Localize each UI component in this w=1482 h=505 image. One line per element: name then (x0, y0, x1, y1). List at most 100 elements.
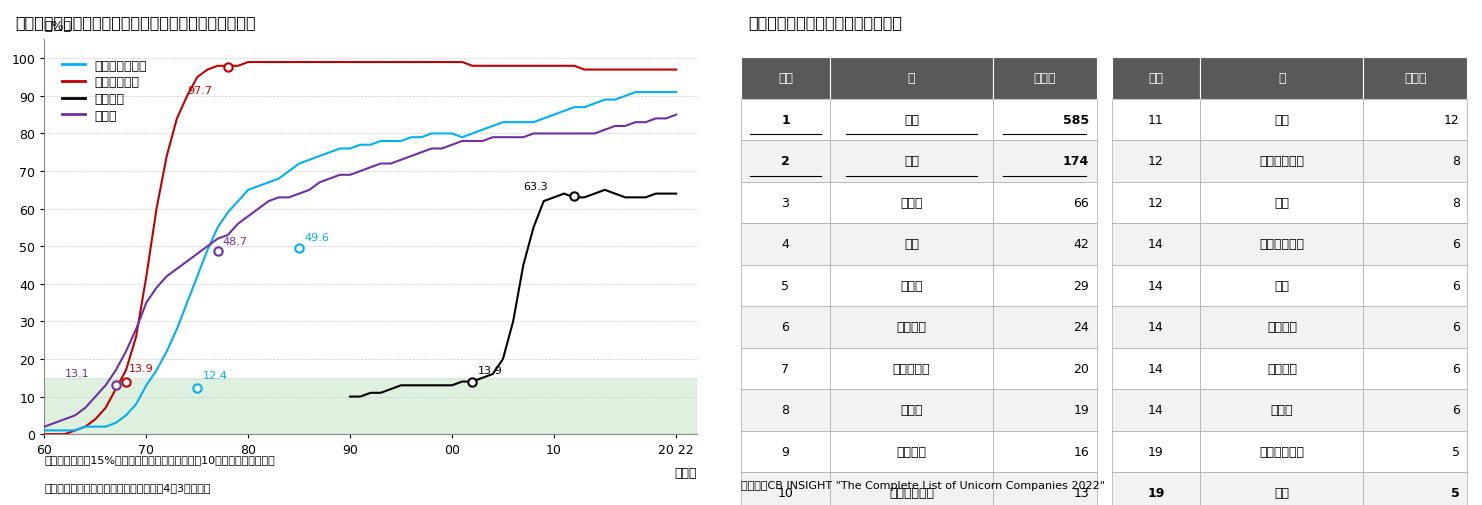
FancyBboxPatch shape (830, 472, 993, 505)
FancyBboxPatch shape (1200, 389, 1363, 431)
Text: 順位: 順位 (778, 72, 793, 85)
Text: 24: 24 (1073, 321, 1089, 334)
FancyBboxPatch shape (830, 307, 993, 348)
Text: 1: 1 (781, 114, 790, 127)
Text: スイス: スイス (1270, 403, 1294, 417)
Text: 6: 6 (1452, 238, 1460, 251)
Text: 国: 国 (907, 72, 916, 85)
FancyBboxPatch shape (830, 99, 993, 141)
Text: 174: 174 (1063, 155, 1089, 168)
Text: 韓国: 韓国 (1275, 114, 1289, 127)
Text: 7: 7 (781, 362, 790, 375)
Text: 英国: 英国 (904, 238, 919, 251)
FancyBboxPatch shape (1363, 58, 1467, 99)
Text: 63.3: 63.3 (523, 181, 548, 191)
Text: （年）: （年） (674, 466, 697, 479)
Text: （資料）内閣府「消費動向調査」（令和4年3月調査）: （資料）内閣府「消費動向調査」（令和4年3月調査） (44, 482, 210, 492)
Text: 5: 5 (781, 279, 790, 292)
Text: 国: 国 (1277, 72, 1286, 85)
FancyBboxPatch shape (993, 307, 1097, 348)
FancyBboxPatch shape (741, 472, 830, 505)
Text: （%）: （%） (44, 20, 71, 32)
Text: 19: 19 (1149, 445, 1163, 458)
Text: カナダ: カナダ (900, 403, 923, 417)
FancyBboxPatch shape (1363, 182, 1467, 224)
Text: 企業数: 企業数 (1033, 72, 1057, 85)
FancyBboxPatch shape (1363, 389, 1467, 431)
Text: 16: 16 (1073, 445, 1089, 458)
FancyBboxPatch shape (830, 224, 993, 265)
FancyBboxPatch shape (1363, 472, 1467, 505)
Text: 13.9: 13.9 (477, 365, 502, 375)
FancyBboxPatch shape (830, 265, 993, 307)
FancyBboxPatch shape (993, 431, 1097, 472)
Text: 11: 11 (1149, 114, 1163, 127)
FancyBboxPatch shape (993, 182, 1097, 224)
Text: 12: 12 (1443, 114, 1460, 127)
FancyBboxPatch shape (1112, 307, 1200, 348)
Text: 48.7: 48.7 (222, 236, 247, 246)
Legend: ルームエアコン, カラーテレビ, パソコン, 乗用車: ルームエアコン, カラーテレビ, パソコン, 乗用車 (58, 55, 153, 128)
FancyBboxPatch shape (993, 58, 1097, 99)
Text: 20: 20 (1073, 362, 1089, 375)
FancyBboxPatch shape (1200, 307, 1363, 348)
Text: 5: 5 (1451, 486, 1460, 499)
Text: 順位: 順位 (1149, 72, 1163, 85)
FancyBboxPatch shape (830, 431, 993, 472)
Text: 3: 3 (781, 196, 790, 210)
Text: 14: 14 (1149, 238, 1163, 251)
Text: ドイツ: ドイツ (900, 279, 923, 292)
Bar (44, 378, 697, 434)
Text: 14: 14 (1149, 321, 1163, 334)
Text: 4: 4 (781, 238, 790, 251)
Text: 66: 66 (1073, 196, 1089, 210)
Text: 香港: 香港 (1275, 279, 1289, 292)
FancyBboxPatch shape (1200, 58, 1363, 99)
Text: 中国: 中国 (904, 155, 919, 168)
FancyBboxPatch shape (993, 472, 1097, 505)
FancyBboxPatch shape (1112, 58, 1200, 99)
Text: ブラジル: ブラジル (897, 445, 926, 458)
FancyBboxPatch shape (1363, 348, 1467, 389)
FancyBboxPatch shape (993, 265, 1097, 307)
FancyBboxPatch shape (1200, 348, 1363, 389)
FancyBboxPatch shape (741, 389, 830, 431)
Text: 12: 12 (1149, 155, 1163, 168)
Text: 8: 8 (781, 403, 790, 417)
FancyBboxPatch shape (1363, 431, 1467, 472)
Text: 10: 10 (778, 486, 793, 499)
Text: 6: 6 (1452, 321, 1460, 334)
Text: （資料）CB INSIGHT "The Complete List of Unicorn Companies 2022": （資料）CB INSIGHT "The Complete List of Uni… (741, 480, 1106, 490)
Text: アイルランド: アイルランド (1260, 445, 1304, 458)
FancyBboxPatch shape (741, 348, 830, 389)
FancyBboxPatch shape (741, 265, 830, 307)
FancyBboxPatch shape (1112, 141, 1200, 182)
Text: 6: 6 (1452, 403, 1460, 417)
Text: 企業数: 企業数 (1403, 72, 1427, 85)
FancyBboxPatch shape (1112, 265, 1200, 307)
FancyBboxPatch shape (1200, 472, 1363, 505)
FancyBboxPatch shape (993, 99, 1097, 141)
Text: 豪州: 豪州 (1275, 196, 1289, 210)
FancyBboxPatch shape (993, 389, 1097, 431)
Text: オランダ: オランダ (1267, 362, 1297, 375)
Text: 19: 19 (1147, 486, 1165, 499)
Text: 8: 8 (1452, 155, 1460, 168)
Text: ［図表２］世界のユニコーン企業数: ［図表２］世界のユニコーン企業数 (748, 15, 903, 30)
FancyBboxPatch shape (1363, 99, 1467, 141)
FancyBboxPatch shape (1200, 431, 1363, 472)
Text: インド: インド (900, 196, 923, 210)
FancyBboxPatch shape (741, 431, 830, 472)
Text: （注）普及率が15%を超える直前の時点と、その10年後の時点を比較。: （注）普及率が15%を超える直前の時点と、その10年後の時点を比較。 (44, 454, 276, 465)
FancyBboxPatch shape (993, 141, 1097, 182)
FancyBboxPatch shape (1200, 224, 1363, 265)
Text: 585: 585 (1063, 114, 1089, 127)
Text: 19: 19 (1073, 403, 1089, 417)
Text: 13: 13 (1073, 486, 1089, 499)
FancyBboxPatch shape (1200, 99, 1363, 141)
FancyBboxPatch shape (1363, 224, 1467, 265)
Text: インドネシア: インドネシア (1260, 238, 1304, 251)
FancyBboxPatch shape (1363, 265, 1467, 307)
FancyBboxPatch shape (741, 141, 830, 182)
FancyBboxPatch shape (1200, 182, 1363, 224)
